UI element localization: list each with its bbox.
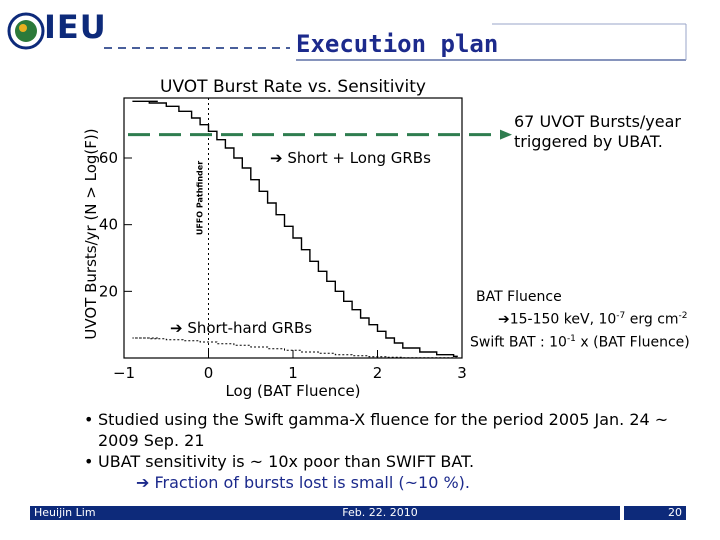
chart-title: UVOT Burst Rate vs. Sensitivity	[160, 77, 426, 97]
y-axis-label: UVOT Bursts/yr (N > Log(F))	[82, 128, 100, 339]
footer-date: Feb. 22. 2010	[140, 506, 620, 520]
logo-text: IEU	[44, 8, 107, 46]
conclusion-line: ➔ Fraction of bursts lost is small (~10 …	[136, 473, 470, 492]
fluence-range: ➔15-150 keV, 10-7 erg cm-2	[498, 311, 688, 328]
uvot-callout: 67 UVOT Bursts/year triggered by UBAT.	[514, 112, 681, 151]
fluence-callout: BAT Fluence ➔15-150 keV, 10-7 erg cm-2 S…	[470, 288, 720, 352]
arrow-icon: ➔	[136, 473, 155, 492]
annotation-long: ➔ Short + Long GRBs	[270, 149, 431, 167]
ieu-logo	[7, 12, 45, 50]
y-tick-label: 60	[99, 149, 118, 167]
x-tick-label: −1	[113, 364, 135, 382]
bullet-list: • Studied using the Swift gamma-X fluence…	[84, 409, 684, 493]
footer: Heuijin Lim Feb. 22. 2010 20	[30, 506, 686, 520]
slide-title: Execution plan	[296, 30, 499, 58]
fluence-title: BAT Fluence	[476, 289, 562, 305]
ufffo-pathfinder-label: UFFO Pathfinder	[196, 161, 205, 235]
x-tick-label: 3	[457, 364, 467, 382]
bullet-item: • UBAT sensitivity is ~ 10x poor than SWI…	[84, 452, 475, 471]
series-short-long-line	[132, 100, 458, 357]
x-tick-label: 2	[373, 364, 383, 382]
bullet-dot-icon: •	[84, 410, 94, 429]
annotation-short: ➔ Short-hard GRBs	[170, 319, 312, 337]
y-tick-label: 40	[99, 216, 118, 234]
series-short-hard-line	[132, 337, 458, 359]
y-tick-label: 20	[99, 282, 118, 300]
footer-page-number: 20	[624, 506, 686, 520]
x-tick-label: 0	[204, 364, 214, 382]
threshold-arrow-icon	[500, 129, 512, 140]
footer-author: Heuijin Lim	[30, 506, 140, 520]
arrow-icon: ➔	[498, 311, 510, 328]
bullet-dot-icon: •	[84, 452, 94, 471]
x-axis-label: Log (BAT Fluence)	[225, 382, 360, 400]
swift-sensitivity: Swift BAT : 10-1 x (BAT Fluence)	[470, 333, 690, 351]
x-tick-label: 1	[288, 364, 298, 382]
bullet-item: • Studied using the Swift gamma-X fluence…	[84, 410, 669, 450]
